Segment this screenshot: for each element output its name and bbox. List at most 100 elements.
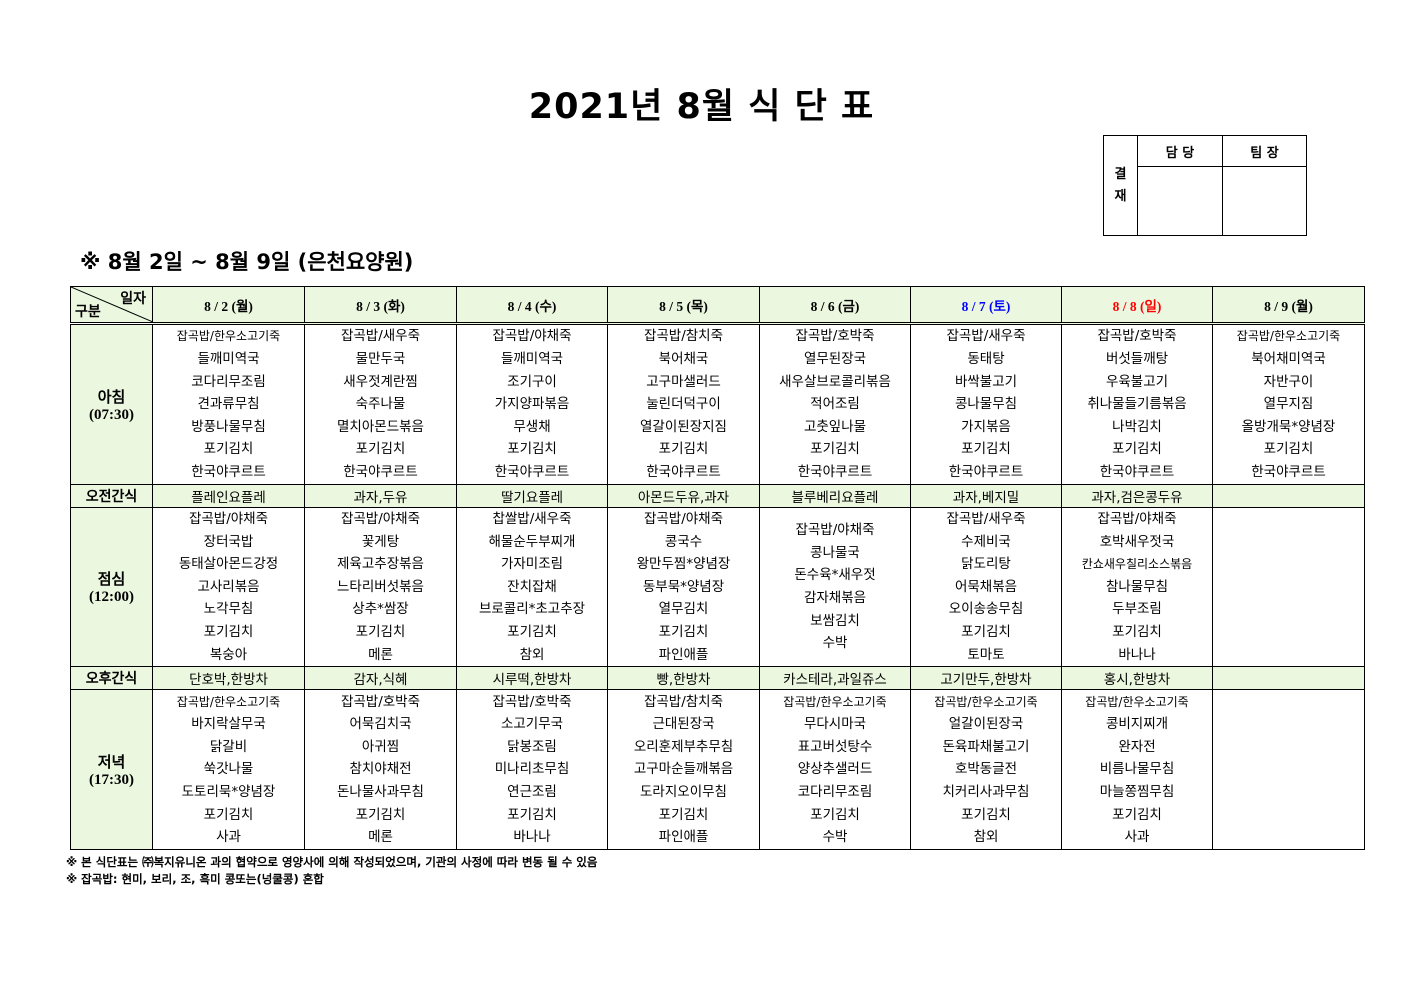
menu-item: 느타리버섯볶음 bbox=[337, 578, 424, 595]
menu-item: 잡곡밥/참치죽 bbox=[643, 693, 724, 710]
menu-item: 포기김치 bbox=[961, 623, 1011, 640]
menu-item: 한국야쿠르트 bbox=[948, 463, 1024, 480]
menu-item: 참치야채전 bbox=[349, 761, 412, 778]
menu-item: 잡곡밥/호박죽 bbox=[795, 328, 875, 345]
menu-item: 고구마순들깨볶음 bbox=[633, 761, 734, 778]
menu-item: 소고기무국 bbox=[500, 716, 564, 733]
meal-name: 오후간식 bbox=[85, 672, 138, 688]
menu-item: 포기김치 bbox=[810, 441, 860, 458]
meal-name: 저녁 bbox=[97, 754, 126, 771]
menu-item: 버섯들깨탕 bbox=[1105, 351, 1169, 368]
menu-item: 잡곡밥/한우소고기죽 bbox=[783, 694, 887, 709]
menu-item: 잡곡밥/호박죽 bbox=[340, 693, 421, 710]
menu-item: 제육고추장볶음 bbox=[337, 556, 424, 573]
snack-pm-cell: 고기만두,한방차 bbox=[910, 666, 1062, 691]
menu-item: 포기김치 bbox=[203, 806, 254, 823]
date-header-7: 8 / 8 (일) bbox=[1061, 286, 1213, 325]
menu-item: 콩국수 bbox=[664, 533, 703, 550]
menu-item: 복숭아 bbox=[209, 646, 248, 663]
snack-pm-cell: 단호박,한방차 bbox=[152, 666, 305, 691]
menu-item: 사과 bbox=[1124, 829, 1150, 846]
menu-item: 포기김치 bbox=[961, 441, 1011, 458]
date-header-row: 일자 구분 8 / 2 (월) 8 / 3 (화) 8 / 4 (수) 8 / 5 (… bbox=[70, 286, 1365, 325]
menu-item: 한국야쿠르트 bbox=[797, 463, 873, 480]
snack-am-cell: 딸기요플레 bbox=[456, 484, 608, 508]
meal-table: 일자 구분 8 / 2 (월) 8 / 3 (화) 8 / 4 (수) 8 / 5 (… bbox=[70, 286, 1365, 851]
lunch-cell: 잡곡밥/새우죽 수제비국 닭도리탕 어묵채볶음 오이송송무침 포기김치 토마토 bbox=[910, 506, 1062, 668]
menu-item: 포기김치 bbox=[961, 806, 1011, 823]
menu-item: 호박동글전 bbox=[954, 761, 1018, 778]
dinner-cell: 잡곡밥/호박죽 소고기무국 닭봉조림 미나리초무침 연근조림 포기김치 바나나 bbox=[456, 689, 608, 851]
menu-item: 토마토 bbox=[967, 646, 1005, 663]
menu-item: 들깨미역국 bbox=[197, 351, 260, 368]
date-header-3: 8 / 4 (수) bbox=[456, 286, 608, 325]
date-header-8: 8 / 9 (월) bbox=[1212, 286, 1365, 325]
approval-col-staff: 담 당 bbox=[1137, 135, 1223, 167]
snack-am-cell: 과자,베지밀 bbox=[910, 484, 1062, 508]
menu-item: 잡곡밥/야채죽 bbox=[492, 328, 572, 345]
menu-item: 새우살브로콜리볶음 bbox=[779, 373, 891, 390]
breakfast-cell: 잡곡밥/참치죽 북어채국 고구마샐러드 눌린더덕구이 열갈이된장지짐 포기김치 한국야쿠르트 bbox=[607, 323, 760, 485]
menu-item: 포기김치 bbox=[1112, 441, 1162, 458]
menu-item: 메론 bbox=[368, 829, 393, 846]
menu-item: 한국야쿠르트 bbox=[1251, 463, 1326, 480]
menu-item: 무다시마국 bbox=[803, 716, 867, 733]
menu-item: 포기김치 bbox=[658, 623, 709, 640]
breakfast-cell: 잡곡밥/야채죽 들깨미역국 조기구이 가지양파볶음 무생채 포기김치 한국야쿠르트 bbox=[456, 323, 608, 485]
menu-item: 포기김치 bbox=[507, 623, 557, 640]
approval-sign-leader bbox=[1222, 166, 1307, 236]
dinner-cell: 잡곡밥/한우소고기죽 무다시마국 표고버섯탕수 양상추샐러드 코다리무조림 포기김치 수박 bbox=[759, 689, 911, 851]
breakfast-cell: 잡곡밥/새우죽 물만두국 새우젓계란찜 숙주나물 멸치아몬드볶음 포기김치 한국야쿠르트 bbox=[304, 323, 457, 485]
breakfast-cell: 잡곡밥/호박죽 열무된장국 새우살브로콜리볶음 적어조림 고춧잎나물 포기김치 한국야쿠르트 bbox=[759, 323, 911, 485]
menu-item: 잡곡밥/야채죽 bbox=[1097, 511, 1177, 527]
menu-item: 열무된장국 bbox=[803, 351, 867, 368]
snack-am-label: 오전간식 bbox=[70, 484, 153, 508]
lunch-cell: 찹쌀밥/새우죽 해물순두부찌개 가자미조림 잔치잡채 브로콜리*초고추장 포기김치 참외 bbox=[456, 506, 608, 668]
menu-item: 잡곡밥/한우소고기죽 bbox=[176, 694, 281, 709]
menu-item: 도토리묵*양념장 bbox=[181, 783, 276, 800]
menu-item: 두부조림 bbox=[1112, 601, 1162, 618]
menu-item: 참외 bbox=[519, 646, 545, 663]
menu-item: 연근조림 bbox=[507, 783, 557, 800]
menu-item: 바나나 bbox=[1118, 646, 1156, 663]
approval-sign-staff bbox=[1137, 166, 1223, 236]
meal-time: (12:00) bbox=[89, 589, 134, 606]
snack-am-cell: 과자,두유 bbox=[304, 484, 457, 508]
meal-time: (07:30) bbox=[89, 406, 134, 423]
menu-item: 한국야쿠르트 bbox=[191, 463, 266, 480]
menu-item: 콩비지찌개 bbox=[1105, 716, 1169, 733]
snack-am-cell bbox=[1212, 484, 1365, 508]
menu-item: 잡곡밥/새우죽 bbox=[946, 511, 1026, 527]
menu-item: 나박김치 bbox=[1112, 418, 1162, 435]
breakfast-cell: 잡곡밥/호박죽 버섯들깨탕 우육불고기 취나물들기름볶음 나박김치 포기김치 한국야쿠르트 bbox=[1061, 323, 1213, 485]
menu-item: 돈나물사과무침 bbox=[337, 783, 424, 800]
menu-item: 호박새우젓국 bbox=[1099, 533, 1175, 550]
menu-item: 잡곡밥/새우죽 bbox=[340, 328, 421, 345]
period-subtitle: ※ 8월 2일 ~ 8월 9일 (은천요양원) bbox=[80, 250, 414, 274]
menu-item: 닭도리탕 bbox=[961, 556, 1011, 573]
menu-item: 포기김치 bbox=[355, 806, 406, 823]
snack-pm-cell: 시루떡,한방차 bbox=[456, 666, 608, 691]
menu-item: 멸치아몬드볶음 bbox=[337, 418, 424, 435]
menu-item: 아귀찜 bbox=[361, 738, 400, 755]
snack-pm-cell: 홍시,한방차 bbox=[1061, 666, 1213, 691]
menu-item: 근대된장국 bbox=[652, 716, 715, 733]
lunch-cell: 잡곡밥/야채죽 호박새우젓국 칸쇼새우칠리소스볶음 참나물무침 두부조림 포기김치 바나나 bbox=[1061, 506, 1213, 668]
menu-item: 가지볶음 bbox=[961, 418, 1011, 435]
menu-item: 방풍나물무침 bbox=[191, 418, 266, 435]
lunch-cell: 잡곡밥/야채죽 장터국밥 동태살아몬드강정 고사리볶음 노각무침 포기김치 복숭아 bbox=[152, 506, 305, 668]
menu-item: 잡곡밥/야채죽 bbox=[340, 511, 421, 527]
menu-item: 비름나물무침 bbox=[1099, 761, 1175, 778]
menu-item: 포기김치 bbox=[1112, 623, 1162, 640]
menu-item: 적어조림 bbox=[810, 396, 860, 413]
menu-item: 바나나 bbox=[513, 829, 551, 846]
menu-item: 바싹불고기 bbox=[954, 373, 1018, 390]
menu-item: 포기김치 bbox=[1112, 806, 1162, 823]
menu-item: 한국야쿠르트 bbox=[343, 463, 418, 480]
menu-item: 어묵김치국 bbox=[349, 716, 412, 733]
breakfast-row: 아침 (07:30) 잡곡밥/한우소고기죽 들깨미역국 코다리무조림 견과류무침 방풍나물무… bbox=[70, 323, 1365, 485]
snack-am-cell: 플레인요플레 bbox=[152, 484, 305, 508]
menu-item: 북어채미역국 bbox=[1251, 351, 1326, 368]
snack-pm-cell: 빵,한방차 bbox=[607, 666, 760, 691]
